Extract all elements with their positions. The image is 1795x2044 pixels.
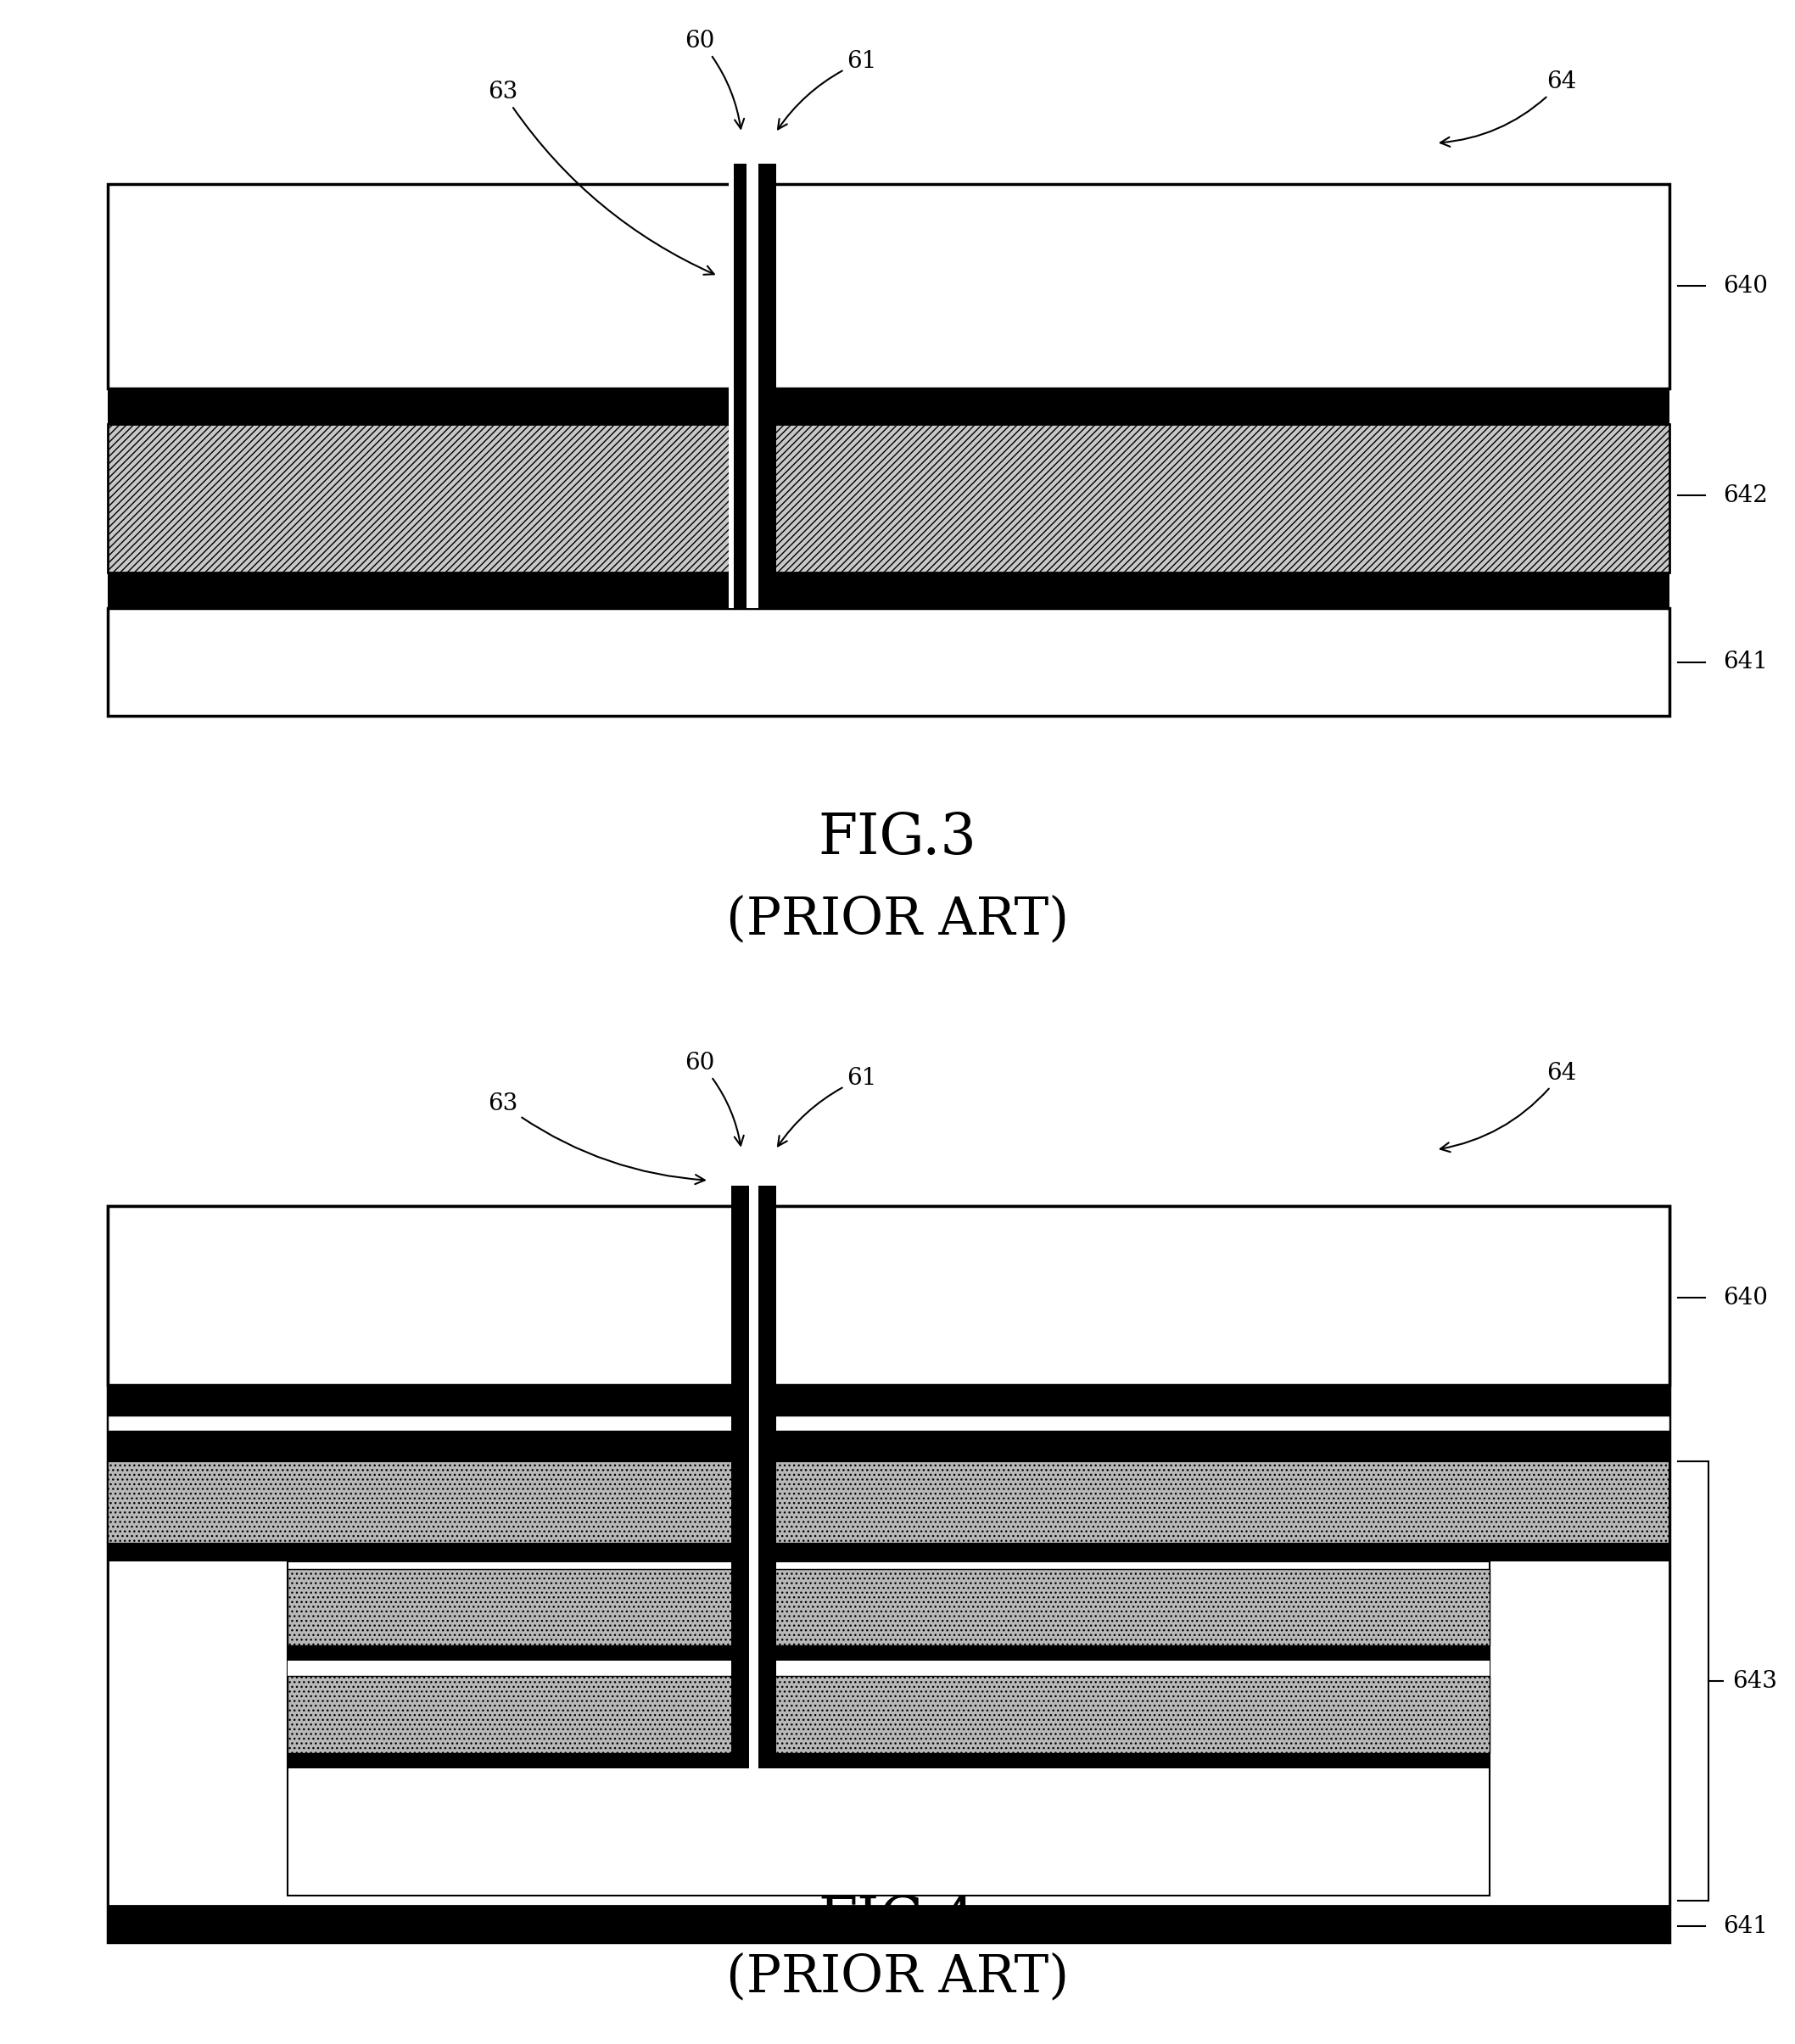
Bar — [108, 1461, 1669, 1905]
Bar — [287, 1562, 1490, 1897]
Text: 61: 61 — [777, 1067, 876, 1147]
Bar — [108, 388, 1669, 425]
Bar — [750, 1186, 757, 1768]
Bar — [732, 164, 750, 609]
Bar — [287, 1645, 1490, 1660]
Text: (PRIOR ART): (PRIOR ART) — [727, 1952, 1068, 2003]
Text: 642: 642 — [1723, 484, 1768, 507]
Bar — [287, 1754, 1490, 1768]
Text: FIG.3: FIG.3 — [819, 809, 976, 867]
Text: 640: 640 — [1723, 274, 1768, 298]
Text: 641: 641 — [1723, 1915, 1768, 1938]
Text: 641: 641 — [1723, 650, 1768, 675]
Bar — [287, 1676, 1490, 1754]
Text: 64: 64 — [1440, 1061, 1576, 1153]
Bar — [732, 1186, 750, 1768]
Bar — [108, 1386, 1669, 1414]
Text: 640: 640 — [1723, 1286, 1768, 1310]
Text: 63: 63 — [488, 1091, 705, 1183]
Text: 64: 64 — [1440, 69, 1576, 147]
Bar — [287, 1570, 1490, 1645]
Text: FIG.4: FIG.4 — [819, 1893, 976, 1950]
Bar — [108, 184, 1669, 388]
Text: 643: 643 — [1732, 1670, 1777, 1692]
Bar — [747, 164, 752, 609]
Bar — [108, 572, 1669, 609]
Bar — [757, 1186, 775, 1768]
Bar — [108, 425, 1669, 572]
Bar — [108, 1543, 1669, 1562]
Text: 60: 60 — [686, 1051, 743, 1145]
Bar — [108, 1206, 1669, 1942]
Bar — [108, 609, 1669, 715]
Bar — [757, 164, 775, 609]
Bar — [108, 1414, 1669, 1431]
Text: 60: 60 — [686, 29, 745, 129]
Bar — [108, 1206, 1669, 1386]
Bar — [287, 1660, 1490, 1676]
Bar — [750, 164, 757, 609]
Text: 61: 61 — [777, 49, 876, 129]
Text: 63: 63 — [488, 80, 714, 274]
Bar — [729, 164, 734, 609]
Bar — [108, 1461, 1669, 1543]
Bar — [108, 1431, 1669, 1461]
Text: (PRIOR ART): (PRIOR ART) — [727, 895, 1068, 944]
Bar — [108, 1905, 1669, 1942]
